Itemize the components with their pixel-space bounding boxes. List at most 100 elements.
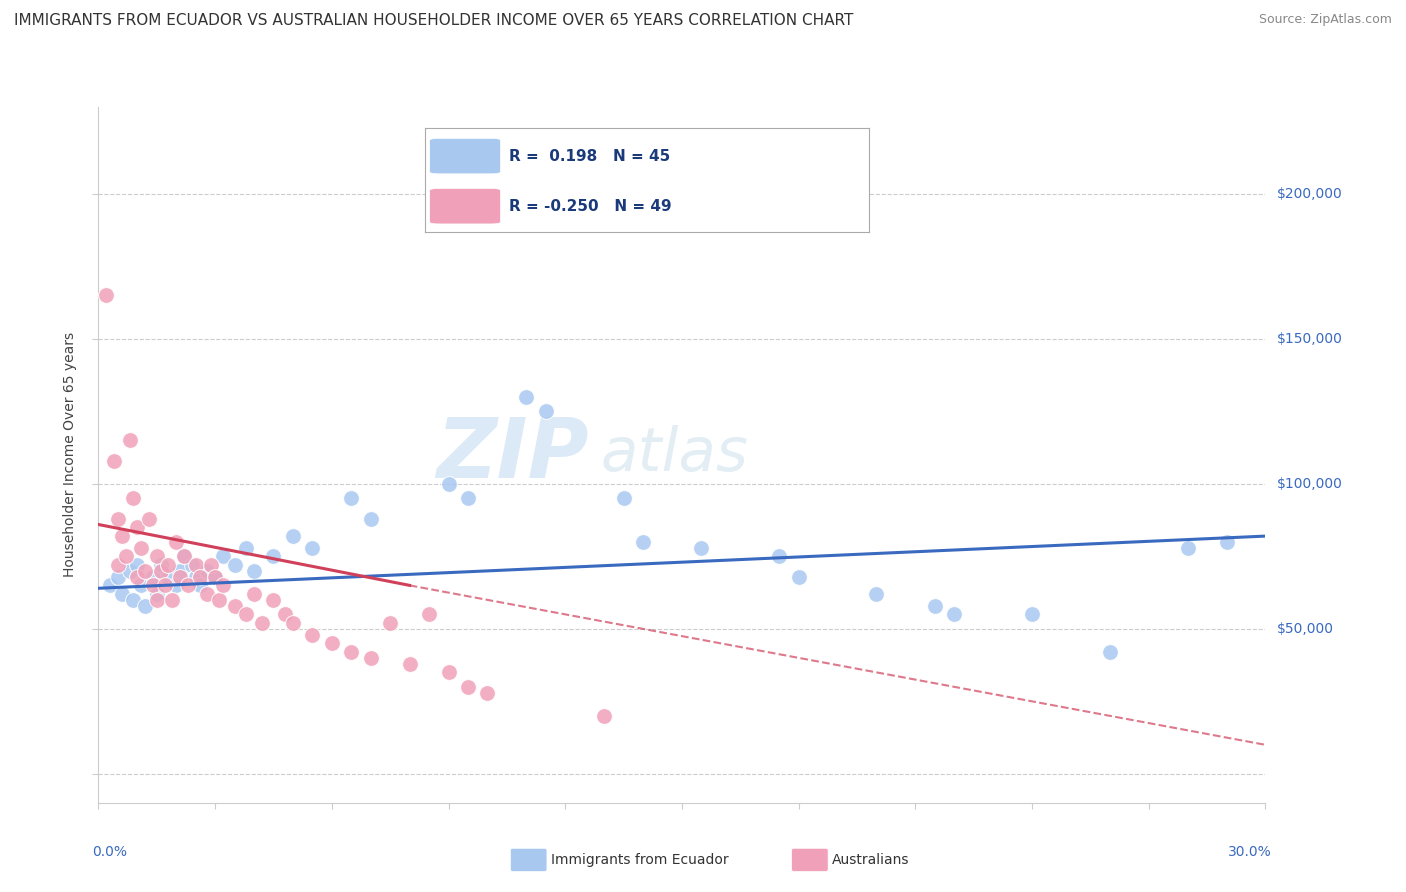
- Point: [169, 570, 191, 584]
- Point: [129, 578, 152, 592]
- Point: [184, 570, 207, 584]
- Point: [127, 570, 149, 584]
- Point: [118, 564, 141, 578]
- Point: [98, 578, 121, 592]
- Point: [134, 599, 156, 613]
- Point: [134, 564, 156, 578]
- Text: $50,000: $50,000: [1277, 622, 1333, 636]
- Point: [378, 615, 402, 630]
- Point: [146, 549, 169, 564]
- Point: [235, 607, 257, 622]
- Point: [515, 390, 537, 404]
- Point: [943, 607, 966, 622]
- Point: [340, 645, 363, 659]
- Point: [457, 680, 479, 694]
- Point: [127, 558, 149, 573]
- Point: [398, 657, 420, 671]
- Point: [111, 529, 134, 543]
- Point: [114, 549, 136, 564]
- Point: [437, 476, 460, 491]
- Point: [188, 578, 211, 592]
- Point: [146, 592, 169, 607]
- Point: [321, 636, 343, 650]
- Point: [162, 592, 184, 607]
- Point: [593, 708, 616, 723]
- Point: [157, 558, 180, 573]
- Point: [118, 434, 141, 448]
- Point: [262, 549, 284, 564]
- Point: [138, 511, 160, 525]
- Point: [127, 520, 149, 534]
- Text: Immigrants from Ecuador: Immigrants from Ecuador: [551, 853, 728, 867]
- Point: [195, 587, 218, 601]
- Point: [865, 587, 887, 601]
- Point: [142, 570, 165, 584]
- Point: [1021, 607, 1043, 622]
- Point: [146, 587, 169, 601]
- Point: [612, 491, 634, 506]
- Point: [360, 511, 382, 525]
- Point: [437, 665, 460, 680]
- Point: [204, 570, 226, 584]
- Point: [631, 534, 654, 549]
- Point: [165, 534, 187, 549]
- Point: [301, 628, 323, 642]
- Point: [142, 578, 165, 592]
- Point: [1098, 645, 1121, 659]
- Point: [184, 558, 207, 573]
- Point: [274, 607, 297, 622]
- Point: [180, 558, 202, 573]
- Text: ZIP: ZIP: [436, 415, 589, 495]
- Point: [122, 592, 145, 607]
- Point: [188, 570, 211, 584]
- Text: atlas: atlas: [600, 425, 748, 484]
- Point: [301, 541, 323, 555]
- Point: [340, 491, 363, 506]
- Text: Source: ZipAtlas.com: Source: ZipAtlas.com: [1258, 13, 1392, 27]
- Point: [1215, 534, 1237, 549]
- Point: [165, 578, 187, 592]
- Text: 30.0%: 30.0%: [1227, 845, 1271, 858]
- Point: [157, 570, 180, 584]
- Point: [418, 607, 440, 622]
- Point: [107, 511, 129, 525]
- Point: [103, 453, 125, 467]
- Point: [177, 578, 200, 592]
- Text: Australians: Australians: [832, 853, 910, 867]
- Point: [690, 541, 713, 555]
- Point: [212, 549, 235, 564]
- Point: [534, 404, 557, 418]
- Point: [129, 541, 152, 555]
- Point: [96, 288, 118, 302]
- Point: [212, 578, 235, 592]
- Point: [281, 615, 304, 630]
- Point: [768, 549, 790, 564]
- Point: [243, 564, 266, 578]
- Point: [173, 549, 195, 564]
- Point: [122, 491, 145, 506]
- Text: $100,000: $100,000: [1277, 477, 1343, 491]
- Point: [224, 558, 246, 573]
- Point: [235, 541, 257, 555]
- Text: IMMIGRANTS FROM ECUADOR VS AUSTRALIAN HOUSEHOLDER INCOME OVER 65 YEARS CORRELATI: IMMIGRANTS FROM ECUADOR VS AUSTRALIAN HO…: [14, 13, 853, 29]
- Point: [173, 549, 195, 564]
- Point: [195, 564, 218, 578]
- Point: [200, 558, 222, 573]
- Point: [243, 587, 266, 601]
- Point: [169, 564, 191, 578]
- Text: $200,000: $200,000: [1277, 187, 1343, 201]
- Point: [477, 685, 499, 699]
- Point: [262, 592, 284, 607]
- Point: [111, 587, 134, 601]
- Point: [224, 599, 246, 613]
- Point: [787, 570, 810, 584]
- Point: [281, 529, 304, 543]
- Point: [1177, 541, 1199, 555]
- Text: $150,000: $150,000: [1277, 332, 1343, 346]
- Point: [107, 558, 129, 573]
- Point: [924, 599, 946, 613]
- Point: [153, 578, 176, 592]
- Point: [208, 592, 231, 607]
- Y-axis label: Householder Income Over 65 years: Householder Income Over 65 years: [63, 333, 77, 577]
- Point: [149, 558, 172, 573]
